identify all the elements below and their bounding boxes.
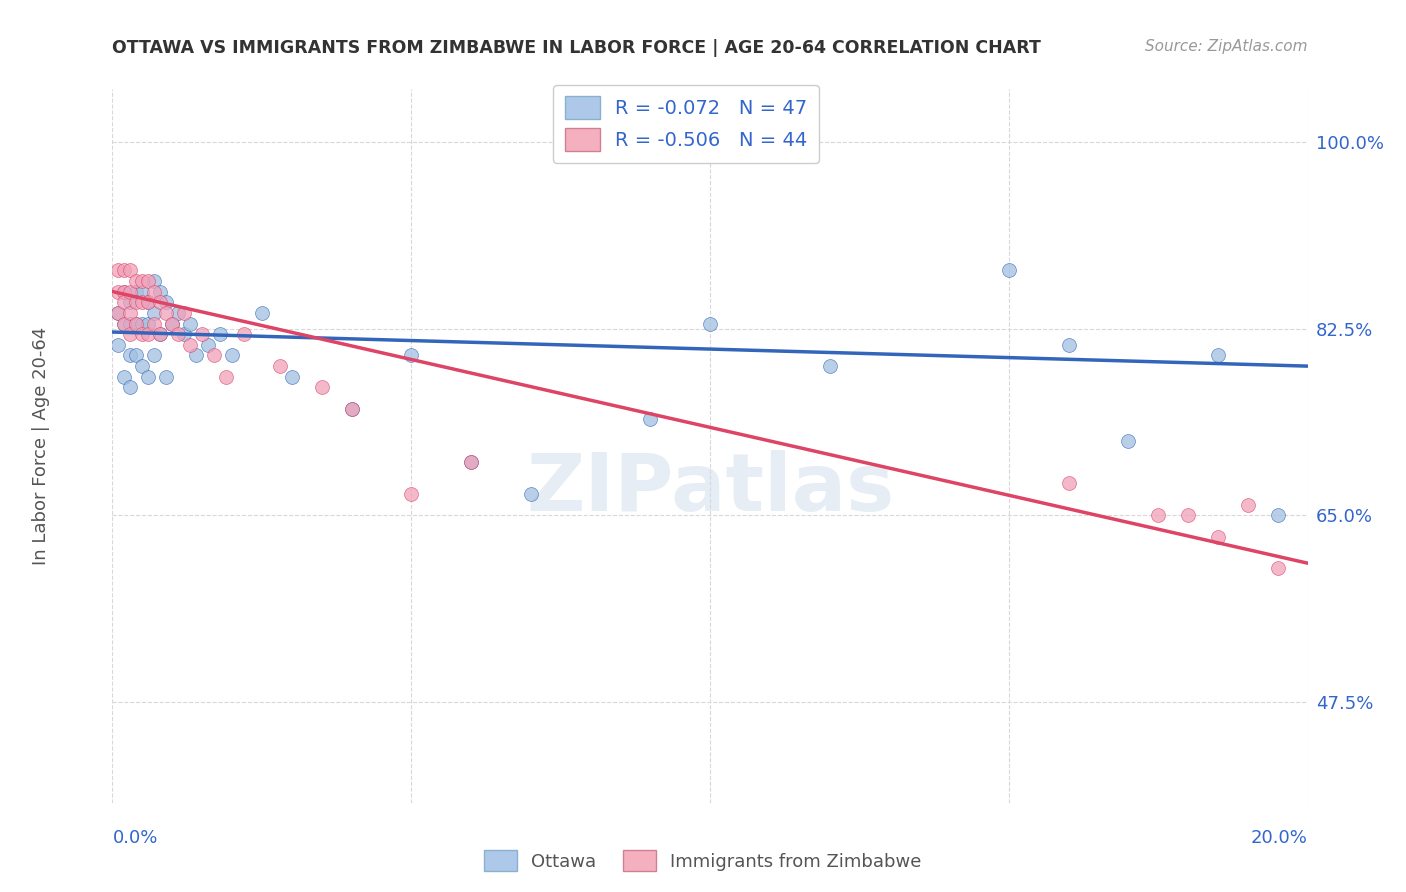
Point <box>1206 349 1229 363</box>
Point <box>131 317 153 331</box>
Point <box>1267 508 1289 523</box>
Point <box>125 349 148 363</box>
Point <box>107 338 129 352</box>
Point <box>120 285 142 299</box>
Point <box>143 349 166 363</box>
Point <box>138 317 160 331</box>
Point <box>162 317 183 331</box>
Point <box>138 274 160 288</box>
Point <box>1118 434 1140 448</box>
Point <box>138 295 160 310</box>
Point <box>699 317 721 331</box>
Point <box>107 263 129 277</box>
Point <box>401 487 423 501</box>
Text: ZIPatlas: ZIPatlas <box>526 450 894 528</box>
Point <box>149 285 172 299</box>
Point <box>131 327 153 342</box>
Point <box>149 295 172 310</box>
Point <box>209 327 232 342</box>
Point <box>120 295 142 310</box>
Point <box>281 369 304 384</box>
Text: OTTAWA VS IMMIGRANTS FROM ZIMBABWE IN LABOR FORCE | AGE 20-64 CORRELATION CHART: OTTAWA VS IMMIGRANTS FROM ZIMBABWE IN LA… <box>112 39 1042 57</box>
Point <box>155 295 177 310</box>
Point <box>155 306 177 320</box>
Point <box>120 263 142 277</box>
Point <box>125 295 148 310</box>
Point <box>107 306 129 320</box>
Point <box>138 369 160 384</box>
Point <box>173 327 195 342</box>
Point <box>114 263 135 277</box>
Point <box>149 327 172 342</box>
Point <box>179 317 201 331</box>
Point <box>215 369 238 384</box>
Point <box>998 263 1021 277</box>
Legend: Ottawa, Immigrants from Zimbabwe: Ottawa, Immigrants from Zimbabwe <box>477 843 929 879</box>
Text: 20.0%: 20.0% <box>1251 830 1308 847</box>
Point <box>1177 508 1199 523</box>
Point <box>138 295 160 310</box>
Point <box>162 317 183 331</box>
Point <box>114 317 135 331</box>
Text: Source: ZipAtlas.com: Source: ZipAtlas.com <box>1144 39 1308 54</box>
Point <box>167 306 190 320</box>
Point <box>221 349 243 363</box>
Point <box>120 380 142 394</box>
Point <box>120 317 142 331</box>
Point <box>460 455 482 469</box>
Text: In Labor Force | Age 20-64: In Labor Force | Age 20-64 <box>32 326 49 566</box>
Point <box>640 412 662 426</box>
Point <box>191 327 214 342</box>
Point <box>155 369 177 384</box>
Point <box>1057 476 1080 491</box>
Point <box>120 327 142 342</box>
Point <box>173 306 195 320</box>
Point <box>520 487 543 501</box>
Legend: R = -0.072   N = 47, R = -0.506   N = 44: R = -0.072 N = 47, R = -0.506 N = 44 <box>553 85 820 162</box>
Point <box>186 349 208 363</box>
Point <box>114 317 135 331</box>
Point <box>125 317 148 331</box>
Point <box>1267 561 1289 575</box>
Point <box>125 274 148 288</box>
Point <box>179 338 201 352</box>
Point <box>143 317 166 331</box>
Point <box>114 285 135 299</box>
Point <box>1147 508 1170 523</box>
Point <box>340 401 363 416</box>
Point <box>460 455 482 469</box>
Point <box>202 349 225 363</box>
Point <box>107 306 129 320</box>
Point <box>138 327 160 342</box>
Point <box>120 349 142 363</box>
Point <box>1237 498 1260 512</box>
Point <box>340 401 363 416</box>
Point <box>1206 529 1229 543</box>
Point <box>143 285 166 299</box>
Point <box>143 274 166 288</box>
Point <box>143 306 166 320</box>
Point <box>125 317 148 331</box>
Point <box>167 327 190 342</box>
Point <box>114 295 135 310</box>
Point <box>114 369 135 384</box>
Point <box>120 306 142 320</box>
Point <box>311 380 333 394</box>
Point <box>818 359 841 373</box>
Point <box>197 338 219 352</box>
Point <box>401 349 423 363</box>
Point <box>233 327 256 342</box>
Point <box>131 295 153 310</box>
Point <box>131 285 153 299</box>
Point <box>1057 338 1080 352</box>
Text: 0.0%: 0.0% <box>112 830 157 847</box>
Point <box>114 285 135 299</box>
Point <box>107 285 129 299</box>
Point <box>125 285 148 299</box>
Point <box>131 359 153 373</box>
Point <box>269 359 291 373</box>
Point <box>250 306 273 320</box>
Point <box>131 274 153 288</box>
Point <box>149 327 172 342</box>
